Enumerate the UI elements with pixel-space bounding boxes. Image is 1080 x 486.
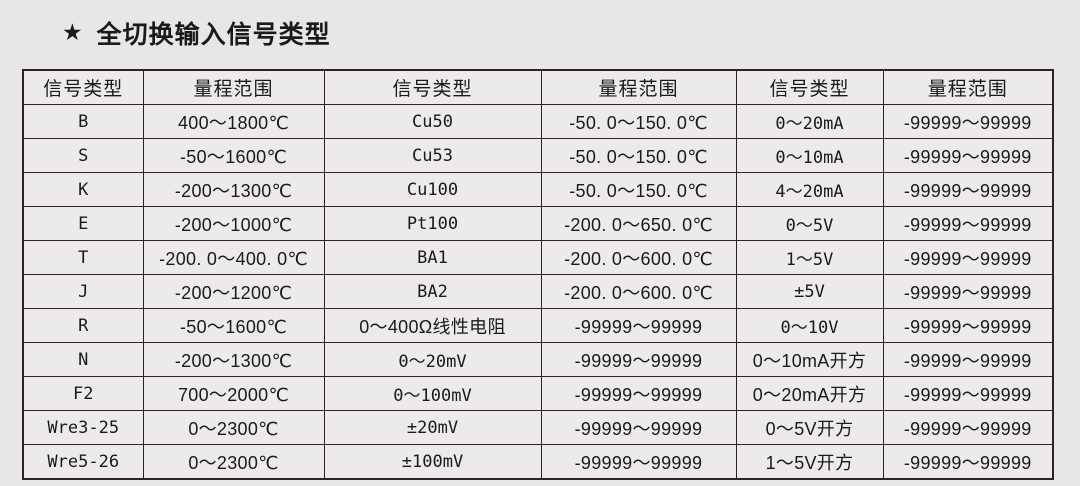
table-body: B 400～1800℃ Cu50 -50. 0～150. 0℃ 0～20mA -99999… <box>22 104 1054 480</box>
cell-range: -200. 0～600. 0℃ <box>540 274 737 309</box>
table-row: E -200～1000℃ Pt100 -200. 0～650. 0℃ 0～5V -9999… <box>22 206 1054 241</box>
column-header-range-3: 量程范围 <box>882 69 1054 105</box>
table-row: F2 700～2000℃ 0～100mV -99999～99999 0～20mA开方 -9… <box>22 376 1054 411</box>
cell-signal-type: BA1 <box>323 240 542 275</box>
cell-signal-type: ±100mV <box>323 444 542 480</box>
table-row: Wre5-26 0～2300℃ ±100mV -99999～99999 1～5V开方 -9… <box>22 444 1054 480</box>
cell-range: -99999～99999 <box>882 274 1054 309</box>
cell-range: 0～2300℃ <box>142 444 325 480</box>
cell-range: -99999～99999 <box>882 104 1054 139</box>
table-header-row: 信号类型 量程范围 信号类型 量程范围 信号类型 量程范围 <box>22 69 1054 105</box>
cell-signal-type: J <box>22 274 144 309</box>
cell-range: 700～2000℃ <box>142 376 325 411</box>
signal-type-range-table: 信号类型 量程范围 信号类型 量程范围 信号类型 量程范围 B 400～1800℃… <box>22 69 1054 480</box>
cell-range: -99999～99999 <box>540 444 737 480</box>
cell-signal-type: 0～5V <box>735 206 884 241</box>
cell-signal-type: BA2 <box>323 274 542 309</box>
cell-signal-type: 0～20mA <box>735 104 884 139</box>
page-title: 全切换输入信号类型 <box>96 21 331 49</box>
cell-range: 0～2300℃ <box>142 410 325 445</box>
table-row: S -50～1600℃ Cu53 -50. 0～150. 0℃ 0～10mA -99999… <box>22 138 1054 173</box>
cell-signal-type: B <box>22 104 144 139</box>
cell-range: -99999～99999 <box>882 410 1054 445</box>
cell-signal-type: Cu100 <box>323 172 542 207</box>
cell-range: -200. 0～600. 0℃ <box>540 240 737 275</box>
cell-range: -99999～99999 <box>882 444 1054 480</box>
cell-range: 400～1800℃ <box>142 104 325 139</box>
cell-range: -99999～99999 <box>540 342 737 377</box>
cell-signal-type: Wre3-25 <box>22 410 144 445</box>
cell-range: -99999～99999 <box>882 308 1054 343</box>
column-header-range-1: 量程范围 <box>142 69 325 105</box>
table-row: T -200. 0～400. 0℃ BA1 -200. 0～600. 0℃ 1～5V -9… <box>22 240 1054 275</box>
cell-signal-type: ±5V <box>735 274 884 309</box>
cell-signal-type: S <box>22 138 144 173</box>
column-header-signal-type-1: 信号类型 <box>22 69 144 105</box>
cell-range: -99999～99999 <box>540 376 737 411</box>
cell-signal-type: R <box>22 308 144 343</box>
section-heading: ★ 全切换输入信号类型 <box>62 14 331 52</box>
cell-signal-type: 0～20mV <box>323 342 542 377</box>
table-row: R -50～1600℃ 0～400Ω线性电阻 -99999～99999 0～10V -99… <box>22 308 1054 343</box>
table-row: N -200～1300℃ 0～20mV -99999～99999 0～10mA开方 -99… <box>22 342 1054 377</box>
table-row: B 400～1800℃ Cu50 -50. 0～150. 0℃ 0～20mA -99999… <box>22 104 1054 139</box>
cell-signal-type: 0～10V <box>735 308 884 343</box>
cell-signal-type: N <box>22 342 144 377</box>
cell-signal-type: Cu53 <box>323 138 542 173</box>
cell-range: -200. 0～400. 0℃ <box>142 240 325 275</box>
cell-signal-type: 0～5V开方 <box>735 410 884 445</box>
cell-signal-type: Pt100 <box>323 206 542 241</box>
cell-range: -200～1300℃ <box>142 172 325 207</box>
cell-signal-type: 0～400Ω线性电阻 <box>323 308 542 343</box>
cell-range: -99999～99999 <box>882 342 1054 377</box>
table-row: Wre3-25 0～2300℃ ±20mV -99999～99999 0～5V开方 -99… <box>22 410 1054 445</box>
cell-range: -99999～99999 <box>882 138 1054 173</box>
cell-signal-type: 0～100mV <box>323 376 542 411</box>
column-header-range-2: 量程范围 <box>540 69 737 105</box>
cell-signal-type: ±20mV <box>323 410 542 445</box>
cell-range: -99999～99999 <box>882 376 1054 411</box>
cell-signal-type: Wre5-26 <box>22 444 144 480</box>
cell-range: -99999～99999 <box>882 206 1054 241</box>
cell-range: -200～1200℃ <box>142 274 325 309</box>
cell-signal-type: 4～20mA <box>735 172 884 207</box>
column-header-signal-type-3: 信号类型 <box>735 69 884 105</box>
cell-signal-type: Cu50 <box>323 104 542 139</box>
cell-range: -200～1300℃ <box>142 342 325 377</box>
column-header-signal-type-2: 信号类型 <box>323 69 542 105</box>
cell-range: -200～1000℃ <box>142 206 325 241</box>
cell-signal-type: 0～20mA开方 <box>735 376 884 411</box>
cell-signal-type: 0～10mA <box>735 138 884 173</box>
cell-signal-type: F2 <box>22 376 144 411</box>
cell-range: -200. 0～650. 0℃ <box>540 206 737 241</box>
cell-range: -50～1600℃ <box>142 138 325 173</box>
cell-signal-type: 0～10mA开方 <box>735 342 884 377</box>
cell-range: -99999～99999 <box>882 172 1054 207</box>
cell-range: -99999～99999 <box>540 410 737 445</box>
cell-signal-type: E <box>22 206 144 241</box>
cell-range: -50. 0～150. 0℃ <box>540 172 737 207</box>
table-row: K -200～1300℃ Cu100 -50. 0～150. 0℃ 4～20mA -999… <box>22 172 1054 207</box>
cell-range: -50. 0～150. 0℃ <box>540 104 737 139</box>
cell-signal-type: 1～5V <box>735 240 884 275</box>
cell-signal-type: 1～5V开方 <box>735 444 884 480</box>
cell-range: -99999～99999 <box>882 240 1054 275</box>
cell-range: -50～1600℃ <box>142 308 325 343</box>
cell-signal-type: T <box>22 240 144 275</box>
cell-range: -50. 0～150. 0℃ <box>540 138 737 173</box>
signal-type-table-container: 信号类型 量程范围 信号类型 量程范围 信号类型 量程范围 B 400～1800℃… <box>22 69 1054 480</box>
table-row: J -200～1200℃ BA2 -200. 0～600. 0℃ ±5V -99999～9… <box>22 274 1054 309</box>
cell-signal-type: K <box>22 172 144 207</box>
star-icon: ★ <box>62 18 83 45</box>
cell-range: -99999～99999 <box>540 308 737 343</box>
